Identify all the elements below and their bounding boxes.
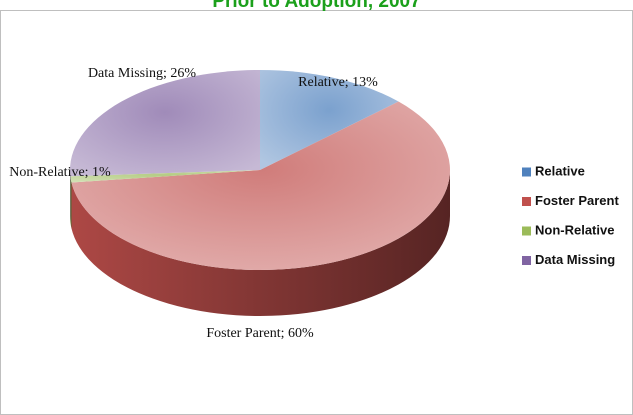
legend-label: Relative <box>535 163 585 178</box>
data-label: Data Missing; 26% <box>87 66 197 81</box>
pie-slice <box>260 70 399 170</box>
legend-swatch <box>522 256 531 265</box>
data-label: Relative; 13% <box>298 75 378 90</box>
pie-slice <box>71 101 451 270</box>
legend-label: Foster Parent <box>535 193 619 208</box>
data-label: Foster Parent; 60% <box>206 326 314 341</box>
legend-swatch <box>522 226 531 236</box>
pie-slice <box>70 170 260 183</box>
legend-label: Non-Relative <box>535 222 614 237</box>
pie-slice-side <box>71 170 451 317</box>
chart-title: Prior to Adoption, 2007 <box>212 0 421 12</box>
legend-swatch <box>522 167 531 177</box>
data-label: Non-Relative; 1% <box>9 165 111 180</box>
legend-label: Data Missing <box>535 252 615 267</box>
pie-slice-side <box>70 176 72 229</box>
legend-swatch <box>522 197 531 206</box>
pie-slice <box>70 70 260 177</box>
